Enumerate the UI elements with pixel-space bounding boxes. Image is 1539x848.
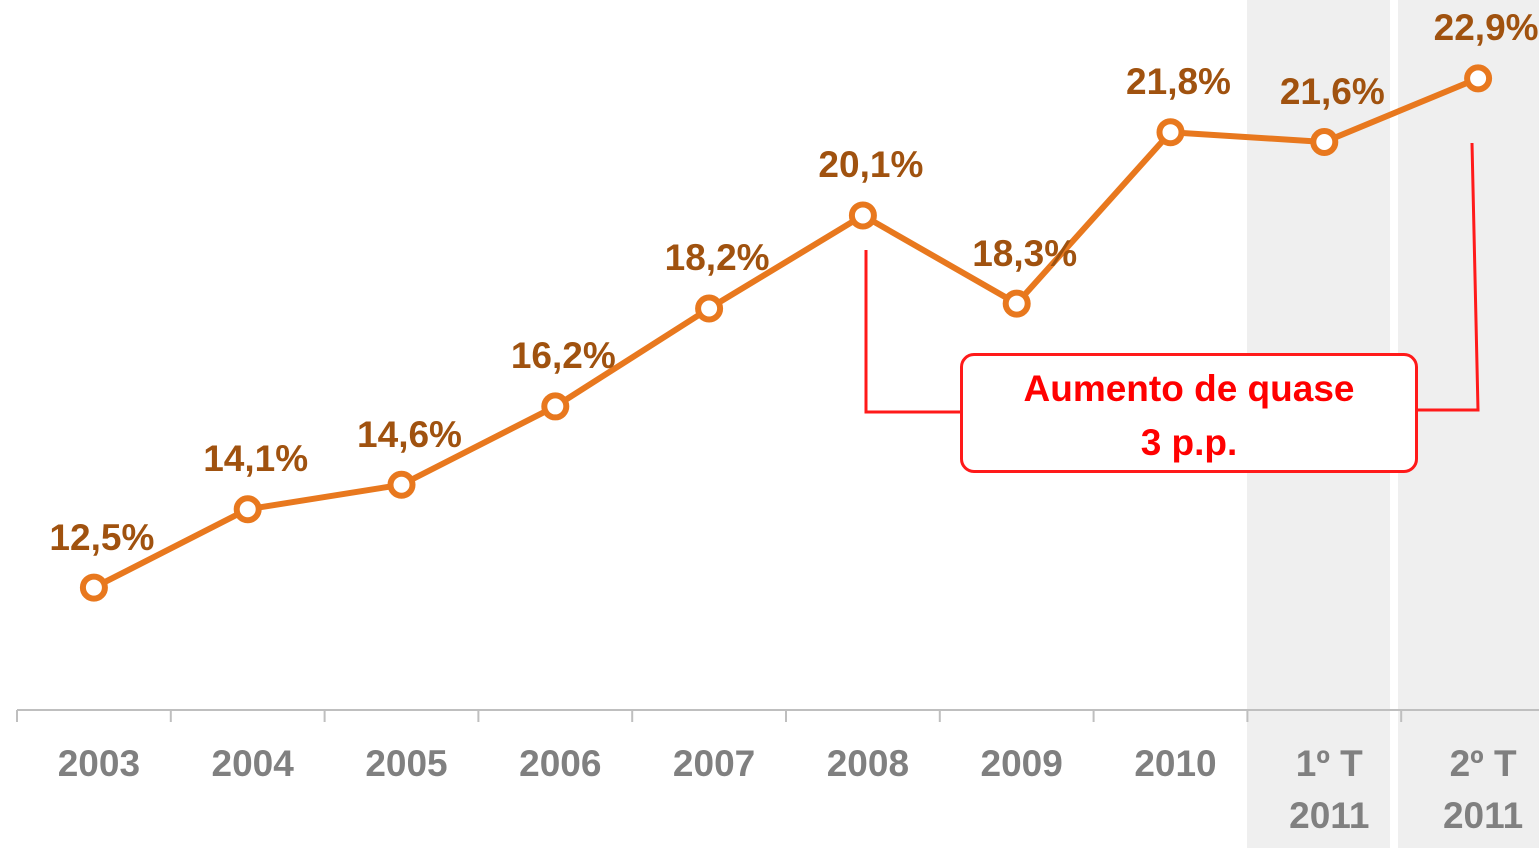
x-tick-label: 2010 [1134,743,1217,784]
x-tick-label: 1º T 2011 [1289,743,1370,836]
data-label: 18,3% [972,232,1078,274]
data-label: 18,2% [664,237,770,279]
point [848,201,877,230]
point [233,495,262,524]
point [387,470,416,499]
bracket [1418,142,1480,412]
point [1002,289,1031,318]
point [1464,64,1493,93]
point [541,392,570,421]
line [92,75,1480,591]
data-label: 14,6% [357,413,462,455]
data-label: 12,5% [49,516,155,558]
bracket [864,250,960,414]
x-tick-label: 2004 [211,743,294,784]
x-tick-label: 2003 [57,743,141,784]
x-tick-label: 2008 [826,743,910,784]
x-tick-label: 2006 [519,743,602,784]
data-label: 21,6% [1279,71,1385,112]
data-label: 20,1% [818,144,924,186]
point [1156,118,1185,147]
annotation: Aumento de quase 3 p.p. [960,353,1418,473]
data-label: 16,2% [510,335,616,377]
axis-ticks [16,710,1403,722]
x-tick-label: 2005 [365,743,448,784]
point [1310,128,1339,156]
x-tick-label: 2009 [980,743,1063,784]
data-label: 21,8% [1126,61,1231,103]
data-label: 22,9% [1433,7,1539,49]
point [79,573,108,602]
data-label: 14,1% [203,438,309,480]
highlight-column [1398,0,1539,848]
x-tick-label: 2007 [672,743,756,784]
x-tick-label: 2º T 2011 [1442,743,1524,836]
point [695,294,724,323]
